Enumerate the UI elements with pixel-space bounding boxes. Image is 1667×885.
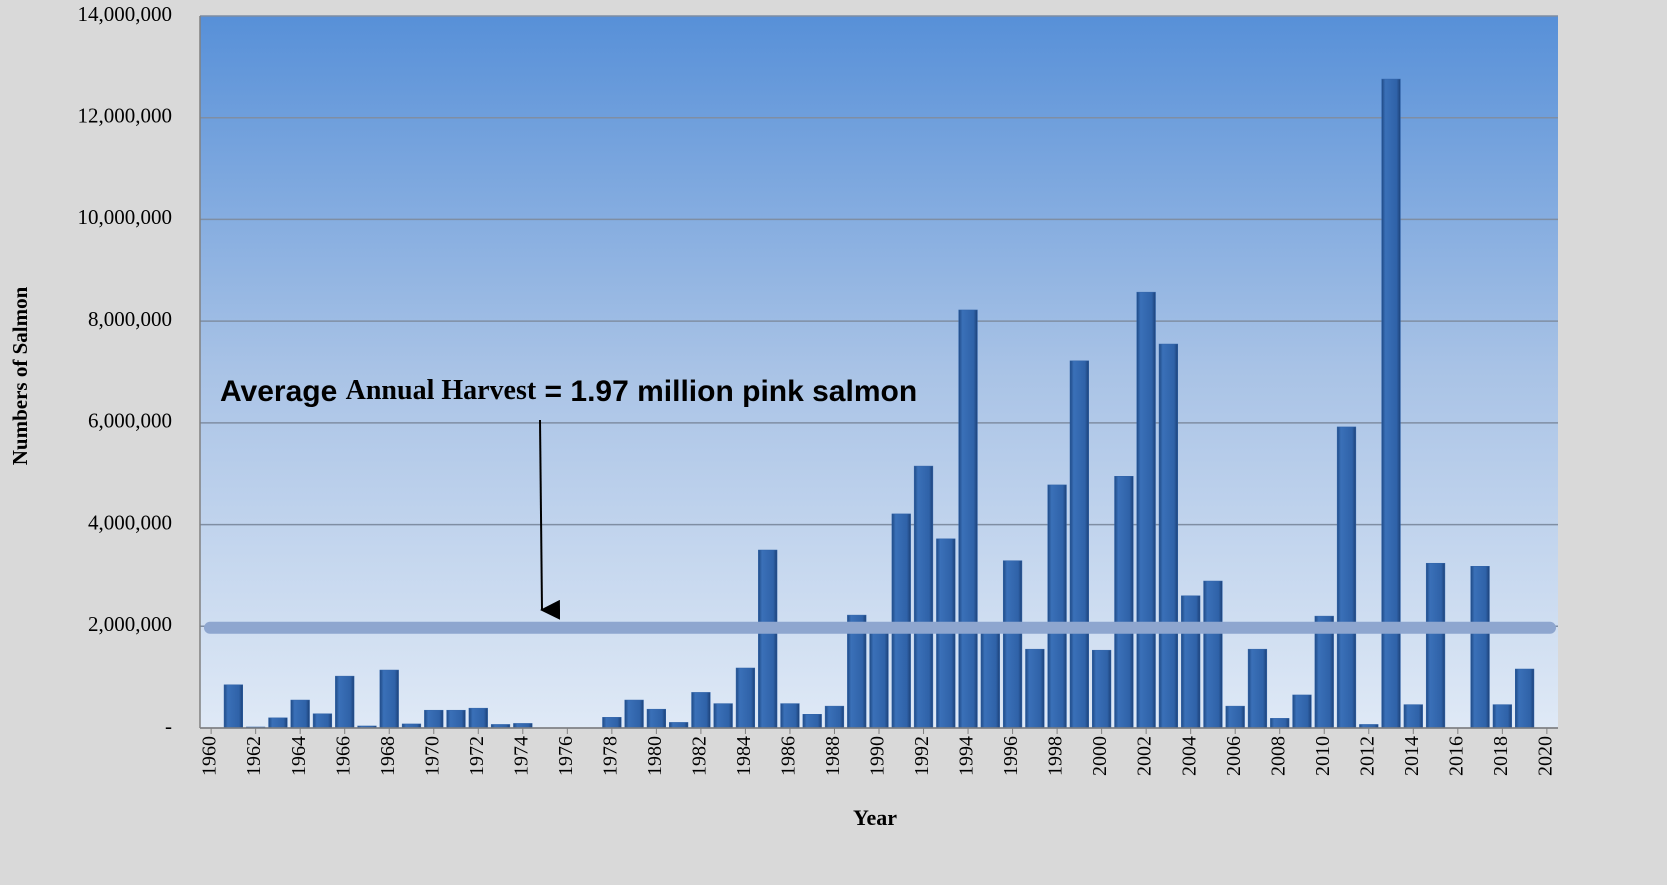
x-tick-label: 2000: [1089, 736, 1111, 776]
bar: [802, 714, 822, 729]
bar: [735, 667, 756, 729]
bar: [1114, 476, 1134, 729]
y-tick-label: 6,000,000: [88, 409, 172, 433]
y-tick-label: -: [165, 714, 172, 738]
bar: [891, 513, 911, 729]
bar: [869, 631, 889, 729]
x-tick-label: 1978: [599, 736, 621, 776]
bar: [1069, 360, 1089, 729]
annotation-arrow: [539, 419, 561, 620]
bar: [1002, 560, 1023, 729]
y-axis-title: Numbers of Salmon: [8, 286, 32, 465]
x-tick-label: 1972: [466, 736, 488, 776]
x-axis-title: Year: [853, 805, 897, 830]
x-tick-label: 1984: [733, 736, 755, 776]
x-tick-label: 2014: [1401, 736, 1423, 776]
x-tick-label: 2012: [1356, 736, 1378, 776]
bar: [312, 713, 333, 729]
x-tick-label: 1968: [377, 736, 399, 776]
x-tick-label: 1966: [332, 736, 354, 776]
x-tick-label: 1990: [867, 736, 889, 776]
bar: [1336, 426, 1357, 729]
x-tick-label: 2018: [1490, 736, 1512, 776]
x-tick-label: 2010: [1312, 736, 1334, 776]
bar: [468, 707, 488, 729]
x-tick-label: 1970: [421, 736, 443, 776]
x-tick-label: 1996: [1000, 736, 1022, 776]
x-tick-label: 1982: [688, 736, 710, 776]
bar: [290, 699, 310, 729]
y-tick-label: 14,000,000: [78, 2, 173, 26]
bar: [624, 699, 644, 729]
x-tick-label: 1960: [199, 736, 221, 776]
y-tick-label: 4,000,000: [88, 510, 172, 534]
x-tick-label: 1980: [644, 736, 666, 776]
x-tick-label: 1974: [510, 736, 532, 776]
bar: [980, 631, 1000, 729]
y-tick-label: 12,000,000: [78, 104, 173, 128]
bar: [646, 708, 666, 729]
bar: [1092, 649, 1112, 729]
y-tick-label: 10,000,000: [78, 205, 173, 229]
bar: [1403, 704, 1423, 729]
y-tick-label: 2,000,000: [88, 612, 172, 636]
bar: [1515, 668, 1535, 729]
bar: [1158, 343, 1179, 729]
bar: [1136, 291, 1156, 729]
x-tick-label: 1964: [288, 736, 310, 776]
bar: [958, 309, 978, 729]
bar: [1225, 705, 1245, 729]
annotation-part: = 1.97 million pink salmon: [536, 375, 917, 408]
bar: [268, 717, 288, 729]
bar: [1247, 648, 1268, 729]
bar: [669, 722, 689, 729]
bar: [223, 684, 243, 729]
x-tick-label: 2016: [1445, 736, 1467, 776]
bar: [1181, 595, 1201, 729]
bar: [713, 703, 733, 729]
bar: [335, 675, 355, 729]
bar: [1425, 562, 1446, 729]
x-tick-label: 1998: [1045, 736, 1067, 776]
bar: [446, 709, 466, 729]
x-tick-label: 1994: [956, 736, 978, 776]
x-tick-label: 2002: [1134, 736, 1156, 776]
bar: [1292, 694, 1312, 729]
bar: [1492, 704, 1512, 729]
x-tick-label: 2008: [1267, 736, 1289, 776]
bar: [913, 465, 934, 729]
x-tick-label: 1986: [778, 736, 800, 776]
bar: [1047, 484, 1067, 729]
plot-area: [200, 16, 1558, 728]
x-tick-label: 1992: [911, 736, 933, 776]
bar: [824, 705, 845, 729]
x-tick-label: 1976: [555, 736, 577, 776]
bar: [379, 669, 399, 729]
bar: [780, 703, 800, 729]
x-tick-label: 2006: [1223, 736, 1245, 776]
bar: [1203, 580, 1223, 729]
bar: [758, 549, 778, 729]
annotation-part: Average: [220, 375, 346, 408]
bar: [691, 692, 711, 729]
bar: [1025, 648, 1045, 729]
x-tick-label: 1988: [822, 736, 844, 776]
x-tick-label: 2020: [1534, 736, 1556, 776]
x-tick-label: 2004: [1178, 736, 1200, 776]
bar: [1270, 718, 1290, 729]
bar: [424, 709, 444, 729]
annotation: Average Annual Harvest = 1.97 million pi…: [220, 375, 917, 408]
annotation-part: Annual Harvest: [346, 375, 537, 406]
bar: [1470, 566, 1490, 729]
bar: [602, 717, 622, 729]
x-tick-label: 1962: [243, 736, 265, 776]
y-tick-label: 8,000,000: [88, 307, 172, 331]
